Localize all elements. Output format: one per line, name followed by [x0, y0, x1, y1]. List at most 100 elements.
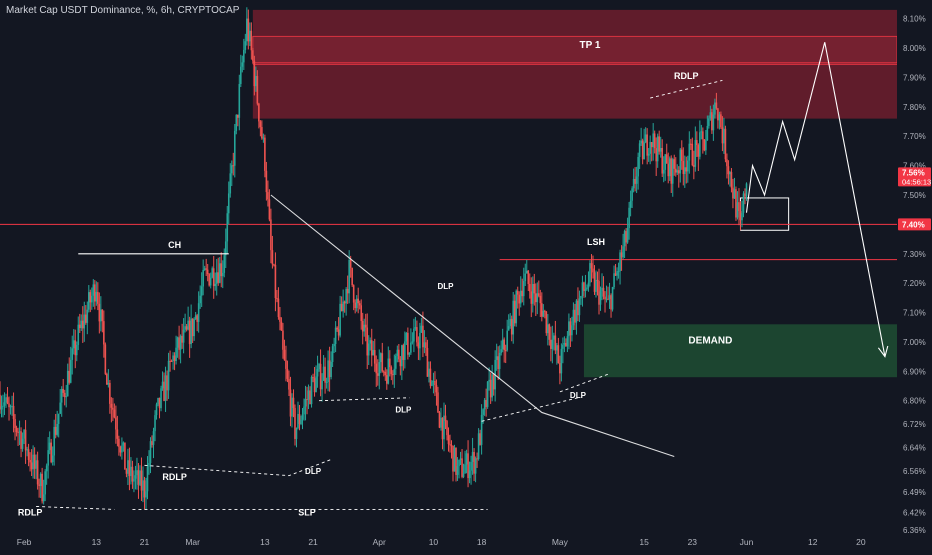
candle-body	[545, 311, 548, 334]
countdown-label: 04:56:13	[902, 177, 931, 186]
candle-body	[673, 159, 676, 169]
candle-body	[236, 114, 239, 118]
candle-body	[164, 375, 167, 401]
candle-body	[0, 394, 1, 410]
candle-body	[714, 102, 716, 115]
candle-body	[449, 444, 451, 446]
candle-body	[683, 167, 686, 174]
time-tick-label: 21	[140, 537, 150, 547]
candle-body	[261, 127, 263, 139]
candle-body	[699, 132, 701, 157]
candle-body	[291, 397, 293, 417]
candle-body	[480, 414, 483, 445]
candle-body	[89, 292, 92, 303]
candle-body	[137, 470, 140, 485]
candle-body	[685, 167, 688, 172]
candle-body	[26, 449, 28, 451]
candle-body	[398, 349, 400, 360]
price-tick-label: 7.70%	[903, 132, 926, 141]
candle-body	[106, 373, 108, 385]
candle-body	[435, 385, 438, 393]
annotation-rdlp: RDLP	[162, 472, 187, 482]
candle-body	[634, 178, 636, 184]
candle-body	[474, 458, 477, 474]
candle-body	[145, 491, 147, 498]
candle-body	[298, 414, 301, 425]
candle-body	[226, 213, 229, 242]
candle-body	[709, 112, 712, 119]
candle-body	[205, 268, 207, 270]
candle-body	[271, 250, 274, 265]
candle-body	[181, 335, 183, 343]
candle-body	[202, 269, 204, 287]
price-tick-label: 7.50%	[903, 191, 926, 200]
candle-body	[280, 321, 283, 331]
annotation-dlp: DLP	[570, 391, 587, 400]
candle-body	[562, 344, 564, 349]
price-tick-label: 8.00%	[903, 44, 926, 53]
candle-body	[732, 187, 734, 199]
candle-body	[727, 166, 730, 175]
candle-body	[63, 392, 66, 398]
time-tick-label: 20	[856, 537, 866, 547]
candle-body	[364, 324, 367, 328]
candle-body	[203, 268, 206, 270]
candle-body	[407, 332, 409, 355]
candle-body	[417, 342, 420, 349]
candle-body	[190, 318, 192, 345]
candle-body	[289, 389, 292, 417]
candle-body	[258, 103, 260, 122]
candle-body	[542, 310, 545, 317]
candle-body	[98, 303, 101, 322]
candle-body	[143, 480, 146, 498]
candle-body	[733, 189, 736, 199]
annotation-dlp: DLP	[395, 405, 412, 414]
candle-body	[80, 320, 83, 329]
candle-body	[596, 279, 599, 282]
candle-body	[235, 114, 238, 131]
candle-body	[586, 287, 588, 290]
candle-body	[379, 353, 382, 363]
candle-body	[503, 339, 505, 351]
candle-body	[455, 447, 457, 475]
candle-body	[279, 317, 281, 322]
candle-body	[53, 426, 55, 456]
candle-body	[372, 350, 375, 356]
candle-body	[127, 460, 129, 474]
candle-body	[104, 344, 107, 374]
candle-body	[590, 263, 593, 269]
candle-body	[607, 298, 609, 300]
candle-body	[66, 370, 69, 397]
candle-body	[613, 273, 615, 288]
candle-body	[304, 399, 307, 407]
candle-body	[36, 460, 39, 485]
candle-body	[720, 114, 722, 128]
candle-body	[428, 368, 430, 377]
trendline-dlp-bottom-3	[559, 373, 609, 393]
candle-body	[659, 147, 662, 152]
candle-body	[51, 455, 54, 463]
candle-body	[619, 252, 621, 272]
candle-body	[339, 303, 341, 336]
candle-body	[664, 154, 667, 170]
candle-body	[574, 309, 576, 323]
candle-body	[637, 156, 639, 177]
candle-body	[718, 114, 721, 121]
candle-body	[259, 121, 262, 128]
candle-body	[661, 147, 664, 174]
candle-body	[155, 404, 158, 416]
zone-demand	[583, 324, 897, 378]
candle-body	[601, 287, 603, 292]
candle-body	[425, 342, 427, 349]
candle-body	[405, 332, 408, 342]
candle-body	[467, 453, 469, 479]
candle-body	[352, 285, 355, 303]
candle-body	[674, 168, 677, 173]
candle-body	[348, 259, 350, 294]
candle-body	[142, 480, 144, 491]
candle-body	[206, 269, 209, 275]
level-price-badge	[898, 218, 931, 231]
candle-body	[292, 397, 295, 409]
price-axis-bg	[897, 0, 932, 550]
candle-body	[360, 305, 363, 321]
